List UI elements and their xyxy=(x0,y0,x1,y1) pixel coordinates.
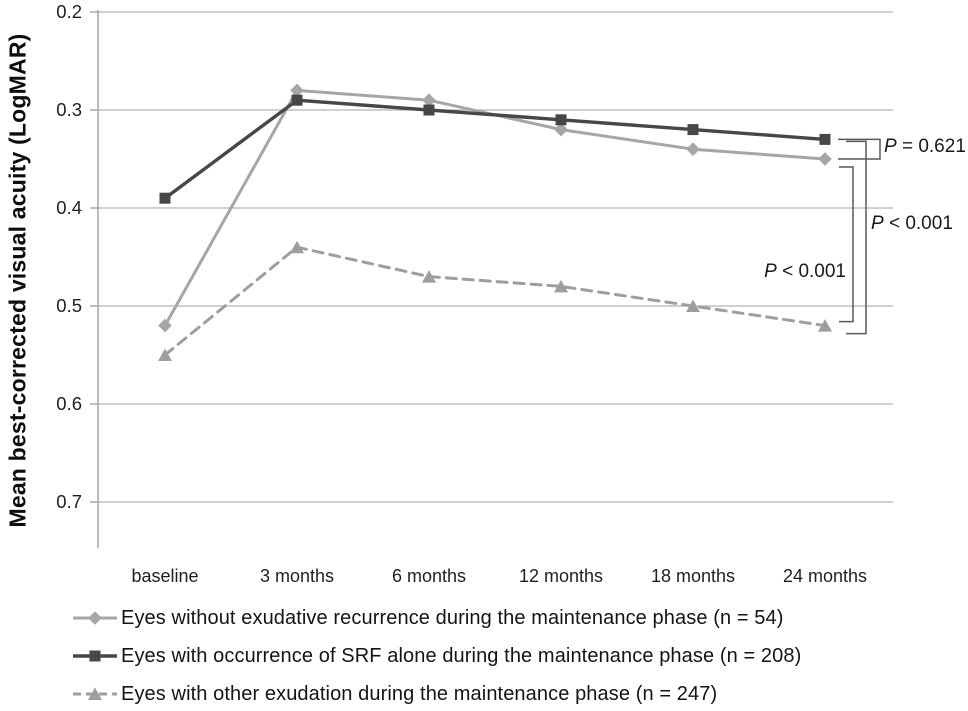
pvalue-bracket xyxy=(839,166,854,323)
marker-square xyxy=(291,94,303,106)
legend-marker-square xyxy=(73,650,117,662)
legend: Eyes without exudative recurrence during… xyxy=(72,606,801,711)
x-tick-label: 3 months xyxy=(259,566,335,586)
legend-label: Eyes without exudative recurrence during… xyxy=(121,606,784,629)
x-tick-label: 18 months xyxy=(650,566,736,586)
pvalue-text: < 0.001 xyxy=(776,261,846,282)
legend-item: Eyes with occurrence of SRF alone during… xyxy=(72,644,801,668)
marker-triangle xyxy=(158,348,172,361)
pvalue-bracket xyxy=(838,138,881,160)
x-tick-label: 12 months xyxy=(518,566,604,586)
pvalue-label: P < 0.001 xyxy=(656,259,846,284)
y-tick-label: 0.3 xyxy=(56,99,82,120)
legend-marker-triangle xyxy=(73,687,117,700)
marker-diamond xyxy=(290,83,304,98)
pvalue-text: < 0.001 xyxy=(883,213,953,234)
marker-diamond xyxy=(422,93,436,107)
marker-diamond xyxy=(686,142,700,156)
y-tick-label: 0.2 xyxy=(56,1,82,22)
pvalue-label: P = 0.621 xyxy=(884,134,966,159)
marker-diamond xyxy=(818,152,832,166)
legend-item: Eyes with other exudation during the mai… xyxy=(72,682,801,706)
marker-triangle xyxy=(554,279,568,293)
x-tick-label: baseline xyxy=(131,566,199,586)
marker-triangle xyxy=(422,270,436,283)
pvalue-label: P < 0.001 xyxy=(871,211,953,236)
marker-triangle xyxy=(88,687,102,700)
legend-item: Eyes without exudative recurrence during… xyxy=(72,606,801,630)
legend-marker-diamond xyxy=(73,611,117,625)
marker-square xyxy=(819,133,831,145)
marker-triangle xyxy=(290,240,304,254)
marker-square xyxy=(555,114,567,126)
series-line-srf-alone xyxy=(163,98,827,200)
marker-diamond xyxy=(88,611,102,625)
pvalue-symbol: P xyxy=(764,261,777,282)
y-tick-label: 0.4 xyxy=(56,197,82,218)
marker-diamond xyxy=(158,318,172,333)
x-tick-label: 6 months xyxy=(391,566,467,586)
marker-square xyxy=(89,650,101,662)
y-tick-label: 0.6 xyxy=(56,393,82,414)
pvalue-bracket xyxy=(846,140,867,335)
marker-triangle xyxy=(818,319,832,332)
legend-label: Eyes with other exudation during the mai… xyxy=(121,682,718,705)
legend-label: Eyes with occurrence of SRF alone during… xyxy=(121,644,802,667)
marker-square xyxy=(687,124,699,136)
pvalue-text: = 0.621 xyxy=(896,136,966,157)
y-tick-label: 0.5 xyxy=(56,295,82,316)
marker-square xyxy=(423,104,435,116)
pvalue-symbol: P xyxy=(871,213,884,234)
marker-triangle xyxy=(686,299,700,312)
pvalue-symbol: P xyxy=(884,136,897,157)
marker-square xyxy=(159,192,171,204)
series-line-other-exudation xyxy=(163,245,827,357)
y-tick-label: 0.7 xyxy=(56,491,82,512)
x-tick-label: 24 months xyxy=(782,566,868,586)
marker-diamond xyxy=(554,122,568,137)
